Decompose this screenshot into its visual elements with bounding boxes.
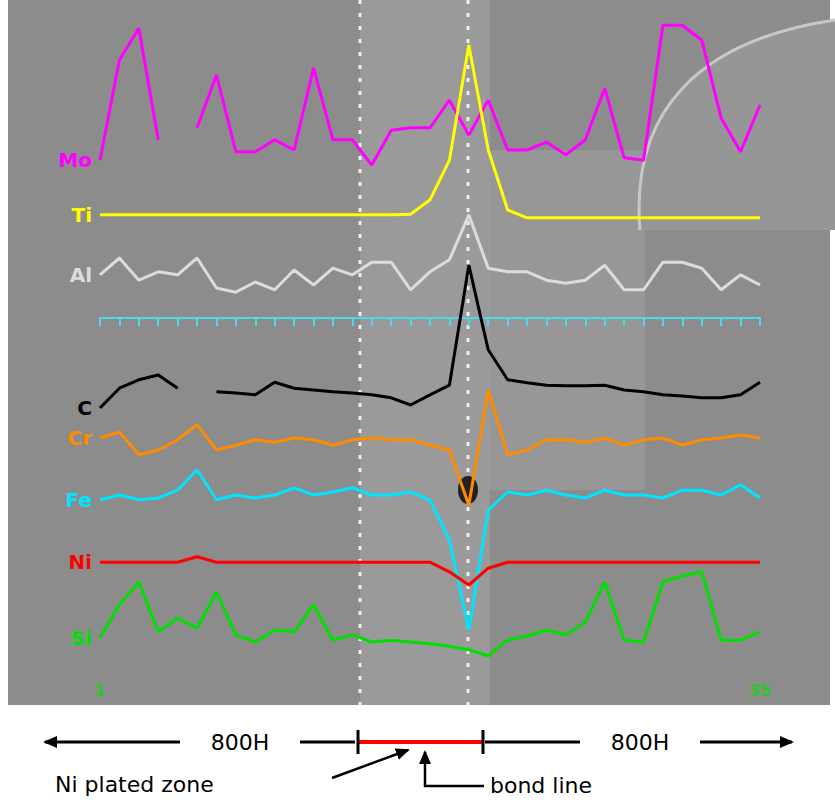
svg-text:1: 1 <box>94 681 105 700</box>
svg-text:800H: 800H <box>211 730 270 755</box>
svg-text:C: C <box>77 396 92 420</box>
svg-text:Fe: Fe <box>66 488 92 512</box>
svg-text:bond line: bond line <box>490 773 592 798</box>
svg-text:Cr: Cr <box>67 426 92 450</box>
svg-text:Ni: Ni <box>68 550 92 574</box>
svg-text:Al: Al <box>70 263 92 287</box>
svg-text:Mo: Mo <box>58 148 92 172</box>
svg-text:Ni plated zone: Ni plated zone <box>55 772 214 797</box>
svg-text:800H: 800H <box>611 730 670 755</box>
svg-text:Si: Si <box>71 626 92 650</box>
svg-text:Ti: Ti <box>72 203 93 227</box>
svg-text:35: 35 <box>749 681 771 700</box>
